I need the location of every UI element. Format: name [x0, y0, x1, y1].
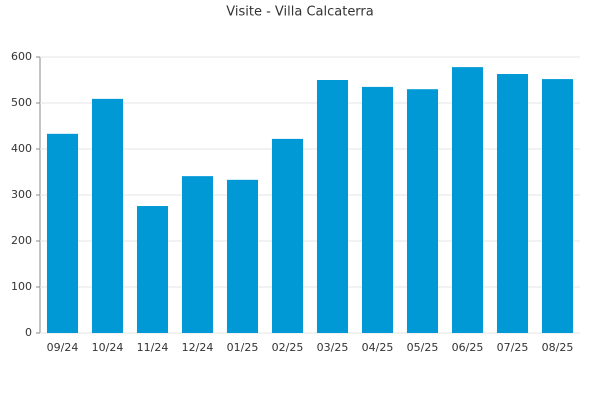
bar [226, 179, 259, 333]
x-tick-label: 11/24 [137, 341, 169, 354]
bar [271, 138, 304, 333]
x-tick-label: 08/25 [542, 341, 574, 354]
y-tick-label: 400 [11, 142, 32, 155]
x-tick-label: 05/25 [407, 341, 439, 354]
bar [316, 80, 349, 333]
y-tick-label: 600 [11, 50, 32, 63]
x-tick-label: 03/25 [317, 341, 349, 354]
bar [451, 67, 484, 334]
bar [181, 176, 214, 333]
x-tick-label: 12/24 [182, 341, 214, 354]
bar [136, 206, 169, 333]
x-tick-label: 10/24 [92, 341, 124, 354]
x-tick-label: 04/25 [362, 341, 394, 354]
y-tick-label: 100 [11, 280, 32, 293]
x-tick-label: 02/25 [272, 341, 304, 354]
x-tick-label: 07/25 [497, 341, 529, 354]
y-tick-label: 0 [25, 326, 32, 339]
x-tick-label: 09/24 [47, 341, 79, 354]
chart-title: Visite - Villa Calcaterra [226, 5, 374, 20]
bar [91, 98, 124, 333]
bar [541, 79, 574, 333]
bar [46, 133, 79, 333]
bar [496, 74, 529, 334]
x-tick-label: 06/25 [452, 341, 484, 354]
bar [406, 89, 439, 333]
y-tick-label: 500 [11, 96, 32, 109]
x-tick-label: 01/25 [227, 341, 259, 354]
bar [361, 86, 394, 334]
y-tick-label: 200 [11, 234, 32, 247]
y-tick-label: 300 [11, 188, 32, 201]
